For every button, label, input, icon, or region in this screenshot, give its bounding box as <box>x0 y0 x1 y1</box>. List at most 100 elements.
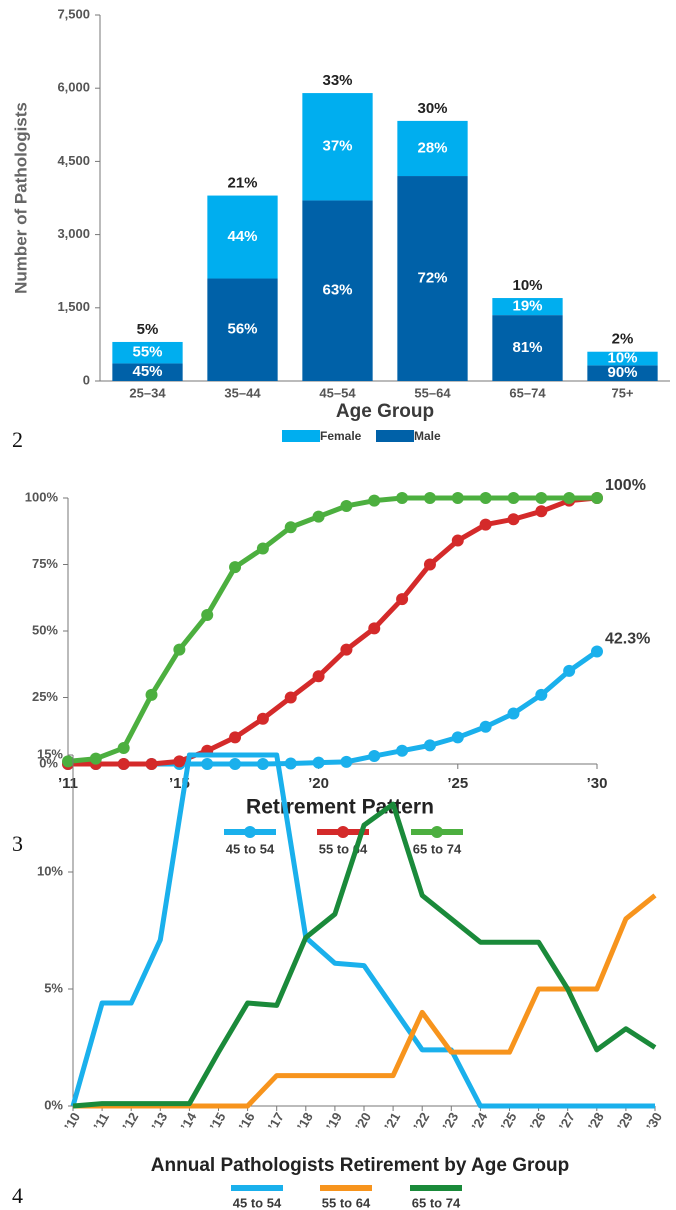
x-tick-label: 75+ <box>611 385 633 400</box>
legend-label: 65 to 74 <box>413 841 462 856</box>
x-tick-label: ’20 <box>308 775 329 792</box>
point <box>396 492 409 504</box>
series-line <box>70 752 655 1109</box>
x-tick-label: ’12 <box>119 1110 141 1133</box>
point <box>117 742 130 755</box>
y-tick-label: 15% <box>37 746 63 761</box>
point <box>340 499 353 512</box>
segment-label: 44% <box>227 228 257 245</box>
legend-swatch <box>282 430 320 442</box>
point <box>451 731 464 744</box>
point <box>563 664 576 677</box>
x-tick-label: 45–54 <box>319 385 356 400</box>
segment-label: 63% <box>322 282 352 299</box>
point <box>535 688 548 701</box>
segment-label: 56% <box>227 321 257 338</box>
figure-number: 2 <box>12 427 23 452</box>
bar-segment <box>207 195 278 279</box>
point <box>368 750 381 763</box>
segment-label: 19% <box>512 298 542 315</box>
point <box>340 643 353 656</box>
bar-segment <box>492 315 563 381</box>
legend-label: 55 to 64 <box>322 1195 371 1210</box>
x-tick-label: ’27 <box>556 1110 578 1133</box>
y-tick-label: 3,000 <box>57 226 90 241</box>
legend-label: Male <box>414 429 441 443</box>
x-tick-label: 65–74 <box>509 385 546 400</box>
x-tick-label: 35–44 <box>224 385 261 400</box>
x-tick-label: ’29 <box>614 1110 636 1133</box>
figure-number: 4 <box>12 1183 23 1208</box>
point <box>201 609 214 622</box>
x-tick-label: ’15 <box>207 1110 229 1133</box>
bar-segment <box>302 200 373 381</box>
x-tick-label: ’21 <box>381 1110 403 1133</box>
point <box>535 492 548 504</box>
bar-segment <box>587 351 658 366</box>
y-tick-label: 5% <box>44 980 63 995</box>
series-line <box>68 495 598 767</box>
series-line <box>67 495 597 764</box>
x-tick-label: ’11 <box>58 775 78 792</box>
annotation: 100% <box>605 477 646 494</box>
y-tick-label: 25% <box>32 689 58 704</box>
legend-label: 45 to 54 <box>233 1195 282 1210</box>
point <box>396 744 409 757</box>
x-tick-label: 55–64 <box>414 385 451 400</box>
segment-label: 72% <box>417 269 447 286</box>
x-axis-label: Age Group <box>336 401 434 422</box>
point <box>423 739 436 752</box>
chart-title: Retirement Pattern <box>246 796 434 819</box>
y-tick-label: 4,500 <box>57 153 90 168</box>
legend-label: 65 to 74 <box>412 1195 461 1210</box>
y-tick-label: 6,000 <box>57 80 90 95</box>
segment-label: 45% <box>132 363 162 380</box>
x-tick-label: ’17 <box>265 1110 287 1133</box>
segment-label: 10% <box>607 350 637 367</box>
point <box>451 492 464 504</box>
y-tick-label: 0 <box>83 372 90 387</box>
segment-label: 90% <box>607 364 637 381</box>
point <box>591 492 603 504</box>
total-label: 21% <box>227 175 257 192</box>
annotation: 42.3% <box>605 631 650 648</box>
segment-label: 81% <box>512 339 542 356</box>
point <box>479 720 492 733</box>
x-tick-label: ’25 <box>447 775 468 792</box>
point <box>312 756 325 769</box>
x-tick-label: ’20 <box>352 1110 374 1133</box>
total-label: 30% <box>417 100 447 117</box>
x-tick-label: ’22 <box>410 1110 432 1133</box>
point <box>507 707 520 720</box>
point <box>229 758 242 770</box>
point <box>340 755 353 768</box>
point <box>479 492 492 504</box>
bar-segment <box>492 298 563 316</box>
point <box>451 534 464 547</box>
segment-label: 28% <box>417 139 447 156</box>
point <box>284 757 297 770</box>
legend-marker <box>431 826 443 838</box>
total-label: 5% <box>137 321 159 338</box>
y-tick-label: 75% <box>32 556 58 571</box>
legend-label: 55 to 64 <box>319 841 368 856</box>
x-tick-label: ’30 <box>587 775 608 792</box>
point <box>507 492 520 504</box>
point <box>145 758 158 770</box>
point <box>173 643 186 656</box>
x-tick-label: 25–34 <box>129 385 166 400</box>
total-label: 2% <box>612 331 634 348</box>
point <box>591 645 603 658</box>
x-tick-label: ’30 <box>643 1110 665 1133</box>
point <box>284 691 297 704</box>
y-tick-label: 0% <box>39 755 58 770</box>
legend-marker <box>337 826 349 838</box>
point <box>396 593 409 606</box>
total-label: 33% <box>322 72 352 89</box>
point <box>423 558 436 571</box>
x-tick-label: ’26 <box>527 1110 549 1133</box>
bar-segment <box>112 363 183 381</box>
chart-title: Annual Pathologists Retirement by Age Gr… <box>151 1155 569 1176</box>
y-tick-label: 10% <box>37 863 63 878</box>
y-tick-label: 100% <box>25 489 59 504</box>
